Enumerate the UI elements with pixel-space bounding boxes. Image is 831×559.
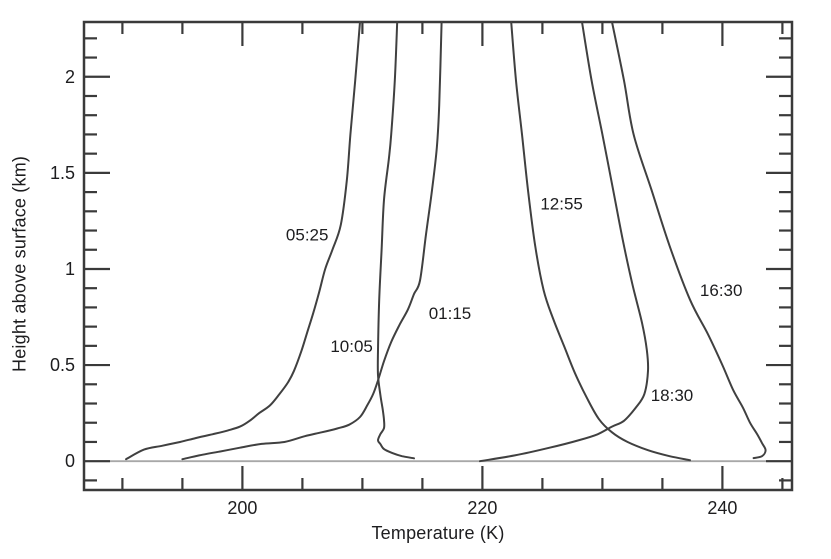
curve-1630 (611, 21, 767, 460)
x-tick-label: 220 (467, 498, 497, 518)
curve-label-1005: 10:05 (330, 337, 373, 356)
curve-label-1830: 18:30 (651, 386, 694, 405)
x-axis-title: Temperature (K) (371, 523, 505, 543)
y-tick-label: 1 (65, 259, 75, 279)
x-tick-label: 200 (227, 498, 257, 518)
curve-0115 (181, 21, 443, 461)
curve-0525 (125, 21, 361, 461)
curve-label-1255: 12:55 (540, 195, 583, 214)
y-tick-label: 0 (65, 451, 75, 471)
curve-label-0115: 01:15 (429, 304, 472, 323)
curve-1830 (479, 21, 650, 463)
curve-1255 (510, 21, 691, 462)
y-tick-label: 2 (65, 67, 75, 87)
curve-label-0525: 05:25 (286, 225, 329, 244)
curve-1005 (376, 21, 415, 460)
curve-label-1630: 16:30 (700, 281, 743, 300)
y-tick-label: 0.5 (50, 355, 75, 375)
plot-frame (82, 20, 794, 492)
y-tick-label: 1.5 (50, 163, 75, 183)
y-axis-title: Height above surface (km) (9, 155, 30, 373)
x-tick-label: 240 (707, 498, 737, 518)
